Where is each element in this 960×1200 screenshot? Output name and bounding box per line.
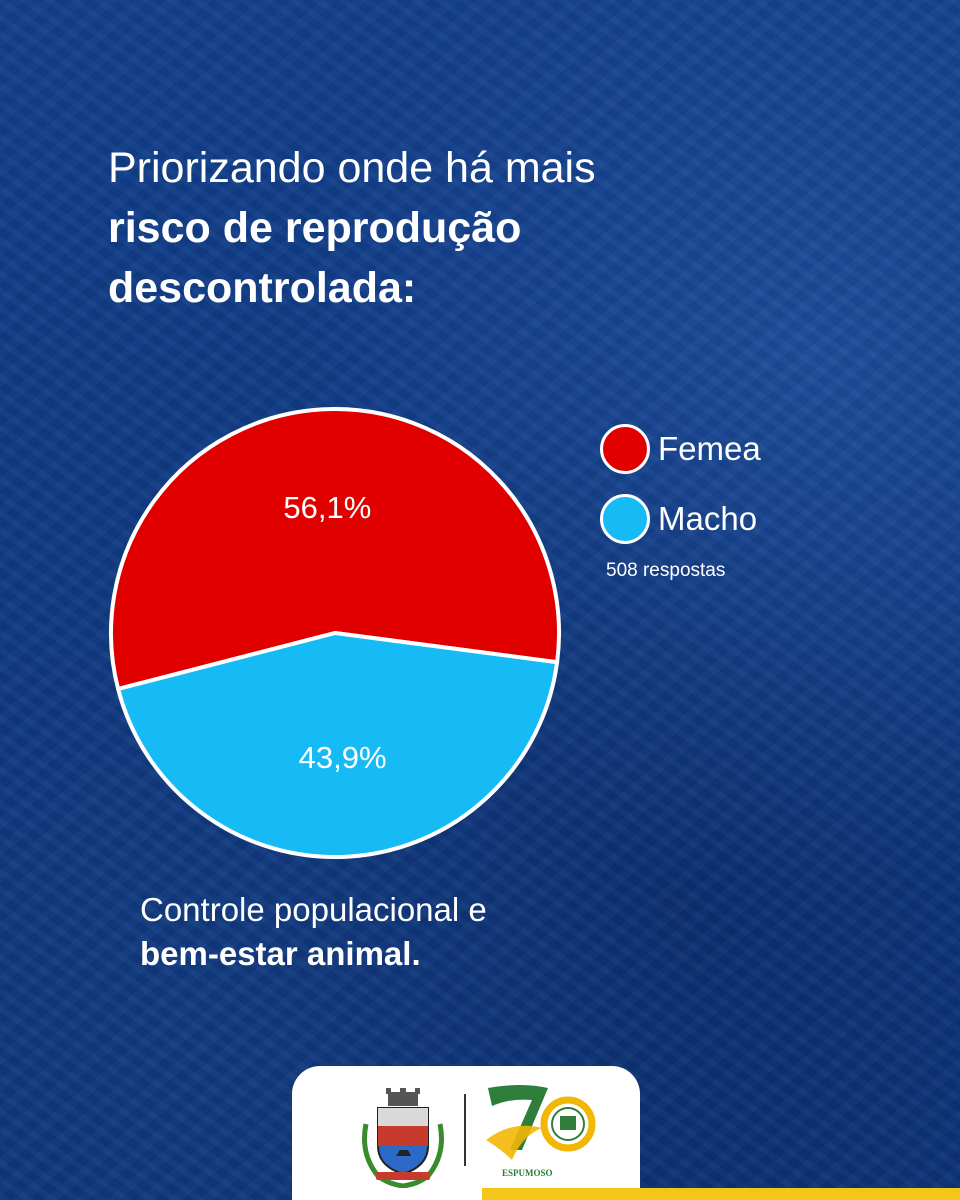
pie-chart: 56,1% 43,9%: [109, 407, 561, 859]
headline-line-2: risco de reprodução: [108, 204, 522, 252]
accent-bar: [482, 1188, 960, 1200]
pie-slice-femea: [109, 407, 561, 691]
headline-line-3: descontrolada:: [108, 264, 417, 312]
responses-count: 508 respostas: [606, 560, 726, 581]
legend-swatch-femea: [600, 424, 650, 474]
headline-line-1: Priorizando onde há mais: [108, 144, 596, 192]
headline: Priorizando onde há mais risco de reprod…: [108, 138, 848, 318]
footer-text: Controle populacional e bem-estar animal…: [140, 888, 487, 976]
chart-legend: Femea Macho: [600, 420, 761, 560]
espumoso-wordmark: ESPUMOSO: [502, 1168, 553, 1178]
municipal-crest-logo: [362, 1088, 444, 1188]
legend-item-femea: Femea: [600, 420, 761, 478]
legend-label-macho: Macho: [658, 500, 758, 537]
espumoso-70-years-logo: ESPUMOSO: [486, 1085, 596, 1178]
footer-line-1: Controle populacional e: [140, 891, 487, 928]
legend-item-macho: Macho: [600, 490, 761, 548]
legend-swatch-macho: [600, 494, 650, 544]
logo-card: ESPUMOSO: [292, 1066, 640, 1200]
pie-slice-macho: [116, 631, 560, 859]
pie-label-femea: 56,1%: [283, 490, 371, 525]
legend-label-femea: Femea: [658, 430, 761, 467]
logo-divider: [464, 1094, 466, 1166]
footer-line-2: bem-estar animal.: [140, 935, 421, 972]
pie-label-macho: 43,9%: [299, 740, 387, 775]
